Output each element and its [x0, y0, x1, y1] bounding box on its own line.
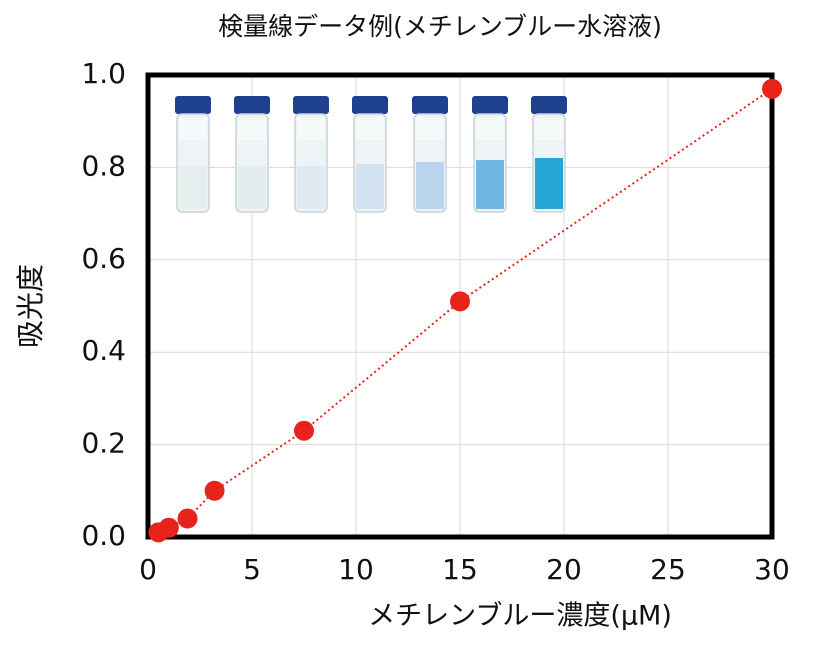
data-point [762, 78, 782, 99]
y-tick-label: 0.6 [81, 242, 126, 275]
y-tick-label: 0.2 [81, 427, 126, 460]
data-point [450, 291, 470, 312]
x-tick-label: 25 [650, 553, 686, 586]
y-axis-label: 吸光度 [14, 264, 47, 348]
vials [174, 95, 568, 213]
x-tick-label: 10 [338, 553, 374, 586]
x-tick-label: 0 [139, 553, 157, 586]
data-point [294, 420, 314, 441]
plot-frame [145, 72, 775, 540]
data-point [177, 508, 198, 529]
y-tick-label: 0.0 [81, 519, 126, 552]
y-tick-label: 0.4 [81, 334, 126, 367]
x-tick-label: 5 [243, 553, 261, 586]
x-tick-label: 30 [754, 553, 790, 586]
x-axis-label: メチレンブルー濃度(μM) [368, 601, 672, 632]
data-point [158, 517, 179, 538]
chart-title: 検量線データ例(メチレンブルー水溶液) [218, 12, 662, 41]
x-tick-label: 15 [442, 553, 478, 586]
y-tick-label: 0.8 [81, 149, 126, 182]
x-tick-label: 20 [546, 553, 582, 586]
data-point [204, 480, 225, 501]
y-tick-label: 1.0 [81, 57, 126, 90]
